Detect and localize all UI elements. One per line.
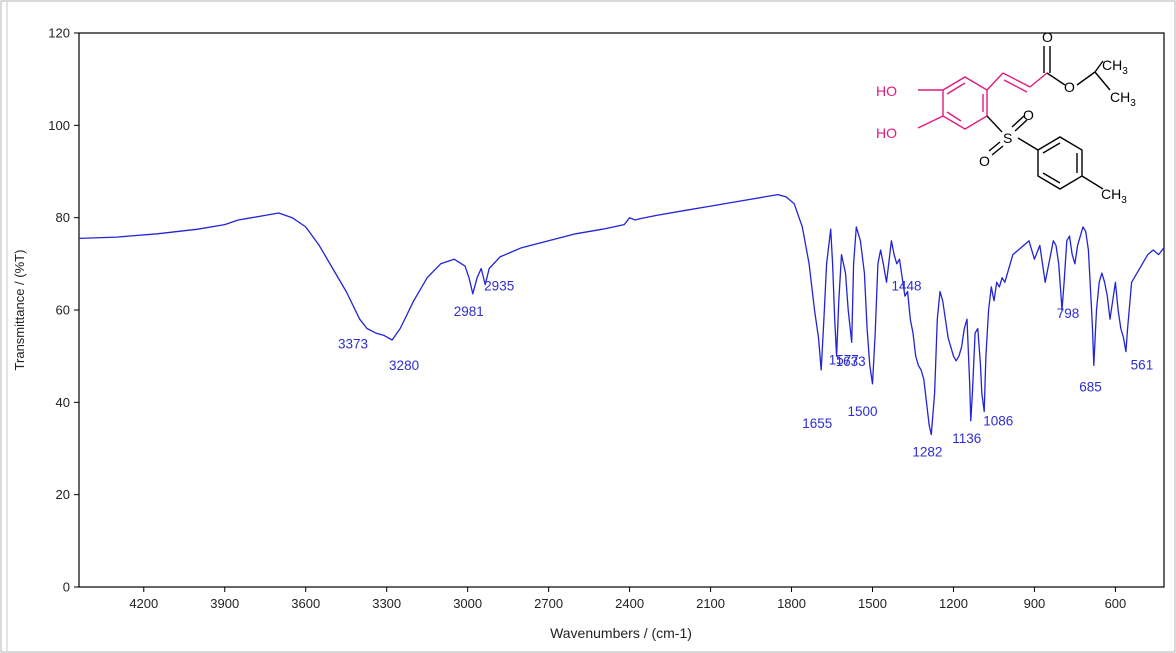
y-tick-label: 80 xyxy=(56,210,70,225)
label-sulfonyl-o-top: O xyxy=(1023,107,1034,123)
ring-a-double-3 xyxy=(946,111,962,122)
peak-label: 798 xyxy=(1057,306,1080,321)
y-axis-label: Transmittance / (%T) xyxy=(12,250,27,371)
bond-s-o-top-2 xyxy=(1014,119,1028,132)
y-tick-label: 60 xyxy=(56,303,70,318)
spectrum-series-line xyxy=(78,193,1165,436)
peak-label: 1448 xyxy=(892,278,922,293)
ring-b-double-1 xyxy=(1042,142,1061,154)
peak-label: 2981 xyxy=(454,304,484,319)
y-axis-ticks: 0 20 40 60 80 100 120 xyxy=(48,26,79,595)
label-ch3-top: CH3 xyxy=(1102,57,1128,77)
y-tick-label: 0 xyxy=(63,580,70,595)
bond-vinyl-2 xyxy=(1002,72,1031,88)
y-tick-label: 20 xyxy=(56,487,70,502)
bond-ester-o xyxy=(1046,72,1066,86)
x-tick-label: 900 xyxy=(1024,596,1046,611)
y-tick-label: 100 xyxy=(48,118,70,133)
peak-label: 1086 xyxy=(983,414,1013,429)
label-ho-bottom: HO xyxy=(876,125,897,141)
label-ester-o: O xyxy=(1064,79,1075,95)
x-tick-label: 3300 xyxy=(372,596,401,611)
peak-label: 1655 xyxy=(802,416,832,431)
peak-label: 3280 xyxy=(389,358,419,373)
x-axis-ticks: 4200 3900 3600 3300 3000 2700 2400 2100 1800 1500… xyxy=(129,587,1126,611)
ring-b-double-3 xyxy=(1042,172,1061,184)
label-carbonyl-o: O xyxy=(1042,29,1053,45)
bond-ho-bottom xyxy=(917,115,944,129)
bond-s-ring xyxy=(1017,137,1039,151)
bond-vinyl-2b xyxy=(1003,79,1028,93)
bond-carbonyl-c xyxy=(1029,72,1048,88)
bond-s-o-bottom-2 xyxy=(991,145,1004,156)
chemical-structure-labels: HO HO O O CH3 CH3 S O O CH3 xyxy=(876,29,1136,206)
label-ch3-right: CH3 xyxy=(1110,89,1136,109)
x-tick-label: 2100 xyxy=(696,596,725,611)
bond-isopropyl-1 xyxy=(1076,71,1096,86)
x-tick-label: 3900 xyxy=(210,596,239,611)
peak-label: 1136 xyxy=(952,431,981,446)
peak-label: 1500 xyxy=(847,404,877,419)
bond-vinyl-1 xyxy=(986,72,1004,91)
bond-methyl xyxy=(1081,175,1104,190)
bond-isopropyl-3 xyxy=(1094,71,1111,91)
bond-ring-s xyxy=(986,115,1003,133)
label-sulfur: S xyxy=(1003,130,1012,146)
peak-label: 685 xyxy=(1079,379,1102,394)
bond-s-o-bottom-1 xyxy=(988,141,1001,152)
chemical-structure xyxy=(917,46,1111,190)
x-tick-label: 3600 xyxy=(291,596,320,611)
bond-s-o-top-1 xyxy=(1011,115,1025,128)
peak-label: 3373 xyxy=(338,336,368,351)
label-ch3-tolyl: CH3 xyxy=(1101,186,1127,206)
peak-label: 1633 xyxy=(836,354,866,369)
x-tick-label: 1200 xyxy=(939,596,968,611)
x-tick-label: 1800 xyxy=(777,596,806,611)
x-tick-label: 2700 xyxy=(534,596,563,611)
x-tick-label: 1500 xyxy=(858,596,887,611)
peak-label: 1577 xyxy=(829,352,859,367)
peak-label: 561 xyxy=(1131,358,1154,373)
bond-isopropyl-2 xyxy=(1094,60,1104,73)
y-tick-label: 40 xyxy=(56,395,70,410)
x-tick-label: 2400 xyxy=(615,596,644,611)
x-tick-label: 3000 xyxy=(453,596,482,611)
ring-a-double-1 xyxy=(946,82,966,95)
x-tick-label: 600 xyxy=(1105,596,1127,611)
peak-label: 1282 xyxy=(912,445,942,460)
peak-label: 2935 xyxy=(484,279,514,294)
label-ho-top: HO xyxy=(876,83,897,99)
label-sulfonyl-o-bottom: O xyxy=(979,153,990,169)
y-tick-label: 120 xyxy=(48,26,70,41)
x-tick-label: 4200 xyxy=(129,596,158,611)
x-axis-label: Wavenumbers / (cm-1) xyxy=(550,625,692,641)
